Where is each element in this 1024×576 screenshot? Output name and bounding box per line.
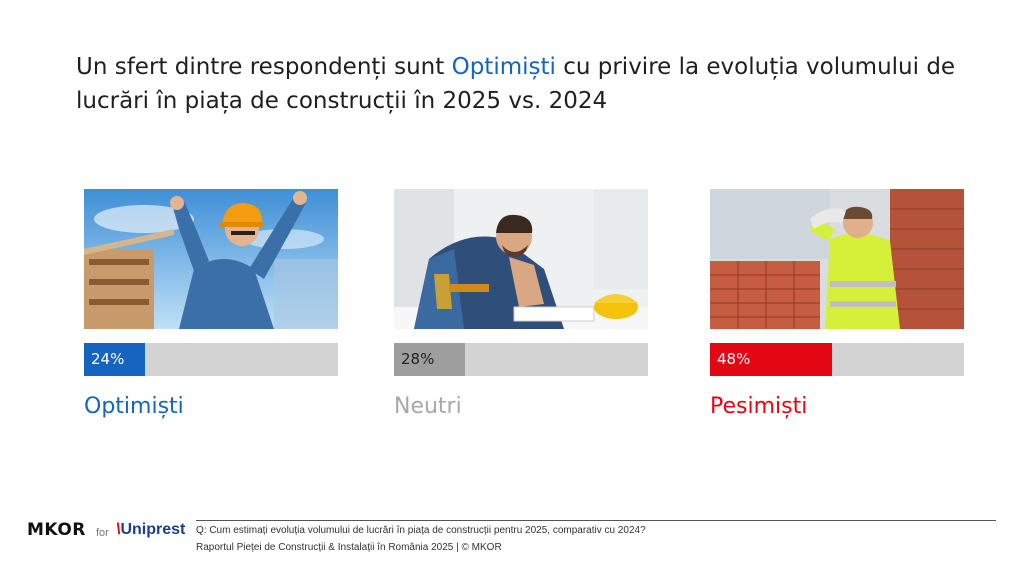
bar-track-pesimisti: 48% [710, 343, 964, 376]
title-part-1: Un sfert dintre respondenți sunt [76, 54, 452, 80]
category-pesimisti: 48% Pesimiști [710, 189, 964, 429]
bar-track-neutri: 28% [394, 343, 648, 376]
photo-neutral-worker [394, 189, 648, 329]
value-label-pesimisti: 48% [717, 350, 751, 368]
category-optimisti: 24% Optimiști [84, 189, 338, 429]
uniprest-logo: \Uniprest [116, 521, 186, 538]
category-label-optimisti: Optimiști [84, 394, 184, 419]
footer-divider [196, 520, 996, 521]
value-label-neutri: 28% [401, 350, 435, 368]
uniprest-logo-text: Uniprest [120, 521, 186, 538]
survey-question: Q: Cum estimați evoluția volumului de lu… [196, 525, 646, 536]
bar-track-optimisti: 24% [84, 343, 338, 376]
category-label-pesimisti: Pesimiști [710, 394, 808, 419]
photo-optimist-worker [84, 189, 338, 329]
mkor-logo: MKOR [27, 520, 86, 540]
category-neutri: 28% Neutri [394, 189, 648, 429]
photo-pessimist-worker [710, 189, 964, 329]
logo-connector: for [96, 527, 109, 539]
title-highlight: Optimiști [451, 54, 556, 80]
value-label-optimisti: 24% [91, 350, 125, 368]
title-part-2: cu privire la evoluția volumului de lucr… [76, 54, 956, 114]
bar-fill-neutri [394, 343, 465, 376]
bar-fill-optimisti [84, 343, 145, 376]
page-title: Un sfert dintre respondenți sunt Optimiș… [76, 50, 956, 118]
source-note: Raportul Pieței de Construcții & Instala… [196, 542, 502, 553]
bar-fill-pesimisti [710, 343, 832, 376]
category-label-neutri: Neutri [394, 394, 462, 419]
